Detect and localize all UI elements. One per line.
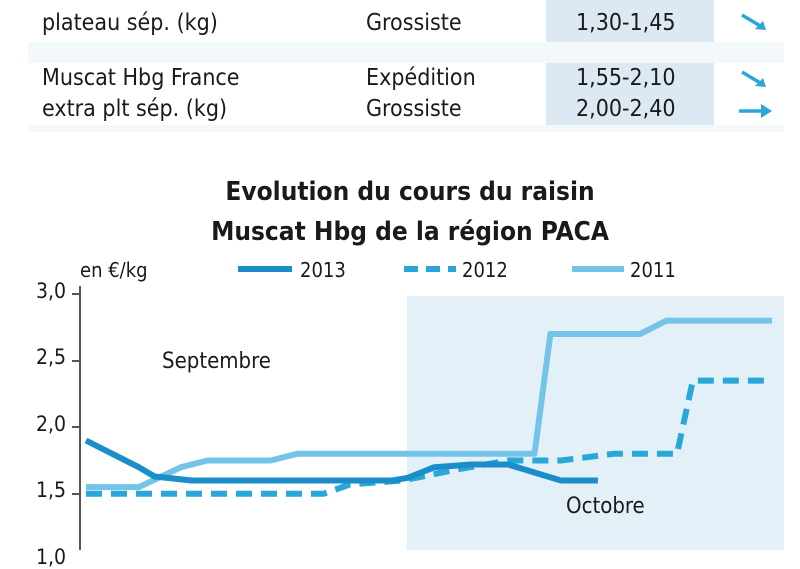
market-stage-2: Grossiste <box>366 10 462 36</box>
trend-down-icon <box>741 70 766 87</box>
legend-label-2011: 2011 <box>630 258 676 282</box>
series-line-2013 <box>84 437 598 484</box>
month-label-september: Septembre <box>162 349 271 374</box>
price-column-bg <box>546 0 714 42</box>
product-name-line1: Muscat Hbg France <box>42 65 240 91</box>
y-axis-unit-label: en €/kg <box>80 258 148 282</box>
chart-title-line2: Muscat Hbg de la région PACA <box>211 217 609 247</box>
price-range-2: 2,00-2,40 <box>576 96 676 122</box>
price-table: plateau sép. (kg) Grossiste 1,30-1,45 Mu… <box>28 0 784 132</box>
y-axis <box>72 286 81 550</box>
table-row: plateau sép. (kg) Grossiste 1,30-1,45 <box>28 0 784 42</box>
table-row: Muscat Hbg France extra plt sép. (kg) Ex… <box>28 63 784 125</box>
legend-label-2012: 2012 <box>462 258 508 282</box>
price-range-1: 1,55-2,10 <box>576 65 676 91</box>
y-tick-label: 1,5 <box>35 478 66 502</box>
product-name-line2: extra plt sép. (kg) <box>42 96 228 122</box>
line-chart <box>72 266 784 550</box>
price-column-bg <box>546 63 714 125</box>
october-background <box>406 296 784 550</box>
y-tick-label: 2,5 <box>35 345 66 369</box>
series-line-2012 <box>86 377 772 497</box>
month-label-october: Octobre <box>566 494 645 519</box>
y-tick-label: 3,0 <box>35 279 66 303</box>
trend-down-icon <box>741 13 766 30</box>
product-name-line2: plateau sép. (kg) <box>42 10 218 36</box>
price-range-2: 1,30-1,45 <box>576 10 676 36</box>
legend-label-2013: 2013 <box>300 258 346 282</box>
series-line-2011 <box>86 317 772 491</box>
y-tick-label: 2,0 <box>35 412 66 436</box>
market-stage-2: Grossiste <box>366 96 462 122</box>
chart-title-line1: Evolution du cours du raisin <box>225 177 595 207</box>
trend-right-icon <box>739 104 772 118</box>
market-stage-1: Expédition <box>366 65 476 91</box>
